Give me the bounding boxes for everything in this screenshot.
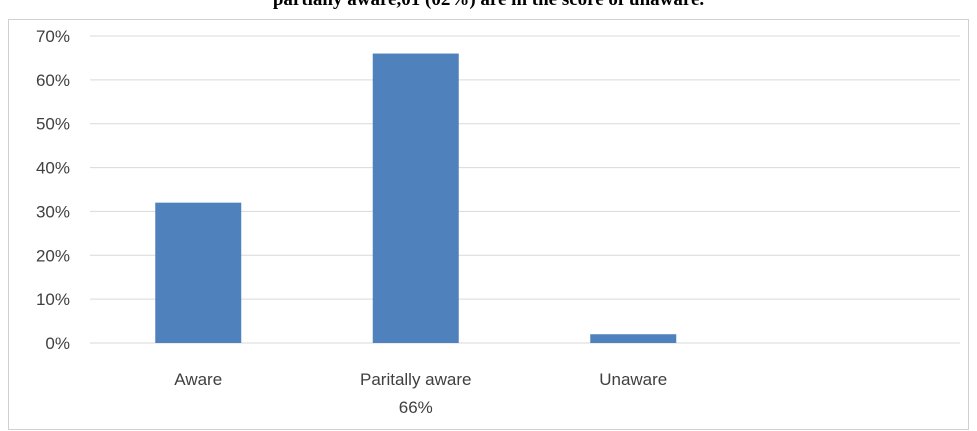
y-tick-label: 40%	[36, 159, 70, 178]
x-tick-label: Aware	[174, 370, 222, 389]
gridlines	[90, 35, 960, 344]
y-tick-label: 50%	[36, 115, 70, 134]
extra-value-label: 66%	[399, 398, 433, 417]
y-tick-label: 60%	[36, 71, 70, 90]
x-tick-label: Paritally aware	[360, 370, 472, 389]
figure-caption: partially aware,01 (02%) are in the scor…	[0, 0, 977, 11]
y-tick-label: 30%	[36, 202, 70, 221]
bar-aware	[155, 202, 242, 343]
y-axis-ticks: 0% 10% 20% 30% 40% 50% 60% 70%	[36, 27, 70, 353]
bars	[155, 53, 677, 344]
y-tick-label: 20%	[36, 246, 70, 265]
bar-paritally-aware	[372, 53, 459, 344]
y-tick-label: 70%	[36, 27, 70, 46]
x-tick-label: Unaware	[599, 370, 667, 389]
bar-unaware	[590, 334, 677, 343]
y-tick-label: 0%	[45, 334, 70, 353]
x-axis-labels: Aware Paritally aware Unaware	[174, 370, 667, 389]
y-tick-label: 10%	[36, 290, 70, 309]
